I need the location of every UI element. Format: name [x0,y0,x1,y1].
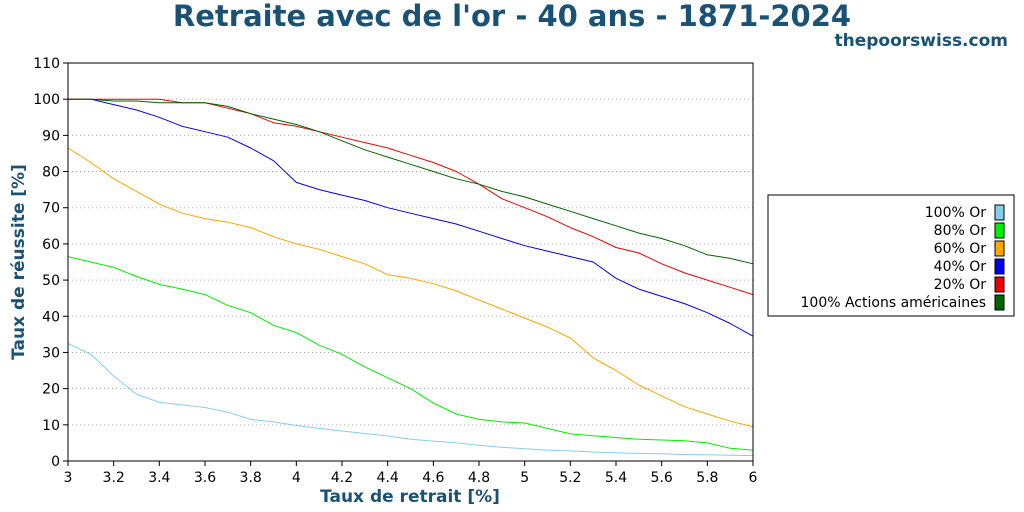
y-tick-label: 50 [42,273,60,289]
y-tick-label: 90 [42,128,60,144]
legend-swatch [994,222,1005,239]
y-tick-label: 30 [42,345,60,361]
y-axis-label: Taux de réussite [%] [9,164,29,360]
y-tick-label: 0 [51,454,60,470]
legend-label: 80% Or [934,223,987,239]
x-tick-label: 6 [749,470,758,486]
legend-label: 60% Or [934,241,987,257]
series-line-1 [67,256,754,451]
legend-label: 20% Or [934,277,987,293]
legend-label: 40% Or [934,259,987,275]
legend-swatch [994,240,1005,257]
y-tick-label: 40 [42,309,60,325]
x-tick-label: 5 [520,470,529,486]
legend-swatch [994,258,1005,275]
series-line-5 [68,98,754,265]
y-tick-label: 80 [42,165,60,181]
legend-box [767,194,1015,317]
x-tick-label: 3 [64,470,73,486]
grid [68,98,753,426]
y-tick-label: 100 [33,92,60,108]
y-tick-label: 110 [33,56,60,72]
x-tick-label: 5.6 [651,470,673,486]
x-axis-label: Taux de retrait [%] [320,487,500,507]
brand-label: thepoorswiss.com [835,31,1009,51]
x-axis: 3 3.2 3.4 3.6 3.8 4 4.2 4.4 4.6 4.8 5 5.2 5.4 5.6 5.8 6 [64,461,758,486]
x-tick-label: 4.4 [377,470,399,486]
x-tick-label: 4.6 [422,470,444,486]
y-tick-label: 60 [42,237,60,253]
legend-swatch [994,204,1005,221]
legend-label: 100% Actions américaines [801,295,987,311]
x-tick-label: 4.2 [331,470,353,486]
x-tick-label: 3.6 [194,470,216,486]
legend-swatch [994,294,1005,311]
x-tick-label: 5.2 [559,470,581,486]
x-tick-label: 3.2 [103,470,125,486]
legend-swatch [994,276,1005,293]
series-line-0 [67,342,754,457]
y-axis: 0 10 20 30 40 50 60 70 80 90 100 110 [33,56,68,470]
series-line-2 [67,147,754,428]
series-line-4 [68,98,754,296]
x-tick-label: 3.8 [240,470,262,486]
series-line-3 [68,98,754,337]
chart-title: Retraite avec de l'or - 40 ans - 1871-20… [173,0,851,33]
y-tick-label: 10 [42,418,60,434]
x-tick-label: 5.8 [696,470,718,486]
plot-frame [67,62,754,462]
legend-label: 100% Or [925,205,986,221]
x-tick-label: 5.4 [605,470,627,486]
y-tick-label: 20 [42,382,60,398]
x-tick-label: 4.8 [468,470,490,486]
x-tick-label: 3.4 [148,470,170,486]
x-tick-label: 4 [292,470,301,486]
y-tick-label: 70 [42,201,60,217]
series-lines [67,98,754,457]
legend: 100% Or 80% Or 60% Or 40% Or 20% Or 100% Acti… [767,194,1015,317]
